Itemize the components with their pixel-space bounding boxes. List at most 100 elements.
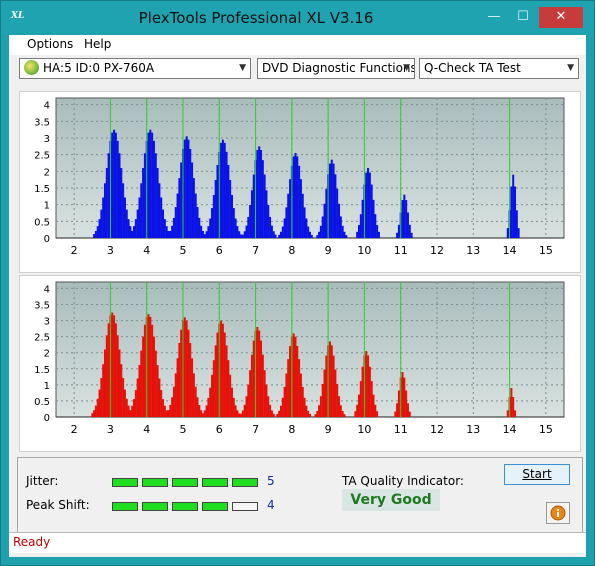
data-bar	[230, 194, 233, 238]
data-bar	[171, 397, 174, 417]
data-bar	[176, 358, 179, 417]
close-button[interactable]: ✕	[539, 7, 583, 28]
data-bar	[325, 188, 328, 238]
data-bar	[120, 364, 123, 417]
data-bar	[187, 329, 190, 417]
data-bar	[405, 200, 408, 238]
x-tick-label: 4	[143, 423, 150, 436]
y-tick-label: 4	[44, 101, 50, 112]
data-bar	[374, 214, 377, 238]
data-bar	[180, 329, 183, 417]
data-bar	[515, 210, 518, 238]
data-bar	[134, 219, 137, 238]
meter-segment	[202, 502, 228, 511]
data-bar	[510, 186, 513, 238]
data-bar	[243, 404, 246, 417]
data-bar	[334, 174, 337, 238]
data-bar	[405, 390, 408, 417]
data-bar	[138, 365, 141, 417]
data-bar	[165, 226, 168, 238]
data-bar	[100, 377, 103, 417]
test-select[interactable]: Q-Check TA Test ▼	[419, 58, 579, 79]
maximize-button[interactable]: ☐	[517, 9, 529, 24]
data-bar	[307, 410, 310, 417]
data-bar	[103, 349, 106, 417]
data-bar	[221, 323, 224, 417]
y-tick-label: 0.5	[34, 397, 50, 408]
data-bar	[91, 413, 94, 417]
data-bar	[127, 405, 130, 417]
data-bar	[303, 397, 306, 417]
x-tick-label: 9	[325, 244, 332, 257]
data-bar	[154, 153, 157, 238]
data-bar	[367, 355, 370, 417]
data-bar	[192, 373, 195, 417]
peak-shift-value: 4	[267, 498, 275, 512]
data-bar	[178, 342, 181, 417]
x-tick-label: 8	[288, 423, 295, 436]
data-bar	[294, 153, 297, 238]
data-bar	[174, 207, 177, 238]
data-bar	[158, 183, 161, 238]
data-bar	[134, 390, 137, 417]
data-bar	[310, 234, 313, 238]
meter-segment	[112, 478, 138, 487]
data-bar	[125, 209, 128, 238]
data-bar	[323, 203, 326, 238]
data-bar	[94, 230, 97, 238]
data-bar	[234, 218, 237, 238]
data-bar	[283, 218, 286, 238]
data-bar	[114, 323, 117, 417]
info-button[interactable]	[546, 502, 570, 524]
data-bar	[133, 226, 136, 238]
results-panel: Jitter: 5 Peak Shift: 4 TA Quality Indic…	[17, 457, 583, 537]
data-bar	[169, 231, 172, 238]
data-bar	[401, 372, 404, 417]
x-tick-label: 2	[71, 423, 78, 436]
data-bar	[232, 397, 235, 417]
data-bar	[261, 160, 264, 238]
data-bar	[147, 314, 150, 417]
data-bar	[113, 315, 116, 417]
data-bar	[245, 225, 248, 238]
data-bar	[305, 405, 308, 417]
data-bar	[301, 386, 304, 417]
status-text: Ready	[13, 535, 51, 549]
x-tick-label: 15	[539, 423, 553, 436]
data-bar	[149, 316, 152, 417]
x-tick-label: 6	[216, 423, 223, 436]
data-bar	[189, 148, 192, 238]
x-tick-label: 3	[107, 244, 114, 257]
data-bar	[201, 413, 204, 417]
minimize-button[interactable]: —	[487, 9, 501, 24]
data-bar	[356, 404, 359, 417]
data-bar	[258, 146, 261, 238]
data-bar	[196, 397, 199, 417]
data-bar	[216, 164, 219, 238]
data-bar	[376, 225, 379, 238]
drive-select[interactable]: HA:5 ID:0 PX-760A ▼	[19, 58, 251, 79]
data-bar	[136, 209, 139, 238]
data-bar	[223, 142, 226, 238]
data-bar	[212, 194, 215, 238]
data-bar	[236, 410, 239, 417]
data-bar	[162, 209, 165, 238]
data-bar	[370, 184, 373, 238]
menu-options[interactable]: Options	[27, 37, 74, 51]
x-tick-label: 10	[357, 423, 371, 436]
data-bar	[514, 186, 517, 238]
function-select[interactable]: DVD Diagnostic Functions ▼	[257, 58, 415, 79]
data-bar	[330, 159, 333, 238]
menu-help[interactable]: Help	[84, 37, 112, 51]
y-tick-label: 1	[44, 381, 50, 392]
title-bar[interactable]: XL PlexTools Professional XL V3.16 — ☐ ✕	[1, 1, 594, 34]
x-tick-label: 15	[539, 244, 553, 257]
data-bar	[220, 142, 223, 238]
start-button[interactable]: Start	[504, 464, 570, 485]
data-bar	[252, 174, 255, 238]
data-bar	[152, 336, 155, 417]
data-bar	[189, 342, 192, 417]
x-tick-label: 3	[107, 423, 114, 436]
info-icon	[550, 505, 566, 521]
data-bar	[167, 410, 170, 417]
